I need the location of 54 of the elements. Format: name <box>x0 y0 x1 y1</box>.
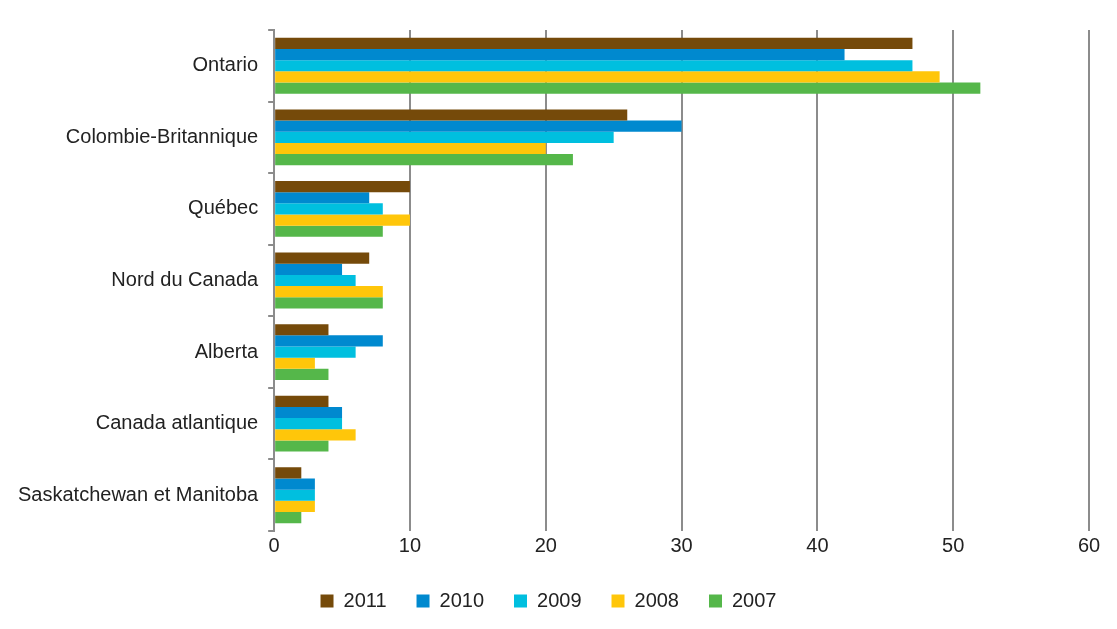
x-tick-label: 60 <box>1077 533 1101 556</box>
bar <box>275 467 302 479</box>
bar <box>275 440 329 452</box>
x-tick-label: 50 <box>942 533 965 556</box>
legend-label: 2008 <box>634 588 679 611</box>
bar <box>275 120 682 132</box>
legend-label: 2009 <box>537 588 582 611</box>
y-tick-label: Saskatchewan et Manitoba <box>17 482 260 505</box>
bar <box>275 500 315 512</box>
bar <box>275 109 628 121</box>
legend-label: 2011 <box>343 588 387 611</box>
bar <box>275 346 356 358</box>
bar <box>275 82 981 94</box>
bar <box>275 418 343 430</box>
bar <box>275 429 356 441</box>
bar <box>275 368 329 380</box>
bar <box>275 192 370 204</box>
bar <box>275 181 410 193</box>
bar <box>275 297 383 309</box>
bar <box>275 335 383 347</box>
bar <box>275 286 383 298</box>
x-tick-label: 0 <box>268 533 280 556</box>
y-tick-label: Canada atlantique <box>95 411 259 434</box>
bar <box>275 274 356 287</box>
legend-label: 2010 <box>439 588 485 611</box>
y-tick-label: Québec <box>188 196 259 219</box>
x-tick-label: 20 <box>534 533 557 556</box>
bar <box>275 395 329 407</box>
y-tick-label: Ontario <box>192 53 259 76</box>
bar <box>275 263 343 275</box>
bar <box>275 225 383 237</box>
bar <box>275 324 329 336</box>
bar <box>275 60 913 72</box>
bar <box>275 71 940 83</box>
y-tick-label: Nord du Canada <box>111 268 260 291</box>
x-tick-label: 30 <box>670 533 693 556</box>
bar <box>275 154 573 166</box>
x-tick-label: 40 <box>806 533 829 556</box>
bar <box>275 511 302 524</box>
y-tick-label: Alberta <box>194 339 260 362</box>
bar <box>275 37 913 50</box>
bar <box>275 203 383 215</box>
bar <box>275 214 410 226</box>
bar <box>275 49 845 61</box>
bar <box>275 478 315 490</box>
x-tick-label: 10 <box>398 533 422 556</box>
bar <box>275 252 370 264</box>
bar <box>275 131 614 143</box>
bar <box>275 142 546 155</box>
bar <box>275 489 315 501</box>
legend-label: 2007 <box>732 588 777 611</box>
bar <box>275 357 315 369</box>
bar <box>275 406 343 419</box>
y-tick-label: Colombie-Britannique <box>65 124 259 147</box>
